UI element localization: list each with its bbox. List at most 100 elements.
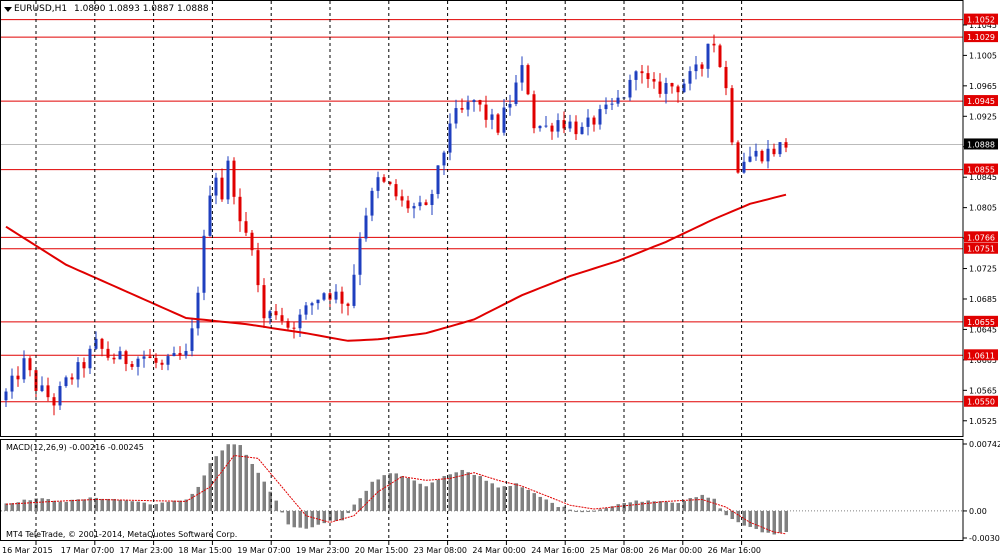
- candle-body: [766, 148, 770, 162]
- macd-histogram-bar: [406, 478, 410, 511]
- macd-histogram-bar: [304, 510, 308, 529]
- candle: [508, 94, 512, 116]
- candle-body: [232, 160, 236, 197]
- time-tick-label: 17 Mar 07:00: [61, 546, 114, 555]
- candle-body: [64, 377, 68, 387]
- candle: [442, 150, 446, 175]
- candle-body: [400, 196, 404, 201]
- candle-body: [220, 177, 224, 200]
- candle-body: [268, 311, 272, 319]
- candle: [676, 84, 680, 103]
- time-tick-label: 25 Mar 08:00: [590, 546, 643, 555]
- candle: [448, 113, 452, 161]
- candle: [286, 318, 290, 332]
- symbol-dropdown-icon[interactable]: [4, 7, 12, 12]
- candle: [604, 97, 608, 115]
- candle: [772, 143, 776, 157]
- macd-histogram-bar: [658, 501, 662, 511]
- candle-body: [712, 43, 716, 46]
- macd-histogram-bar: [16, 502, 20, 511]
- macd-histogram-bar: [172, 500, 176, 511]
- candle: [754, 143, 758, 161]
- macd-histogram-bar: [388, 473, 392, 511]
- candle: [46, 377, 50, 402]
- candle: [154, 353, 158, 369]
- macd-histogram-bar: [616, 504, 620, 511]
- candle: [496, 113, 500, 136]
- candle: [190, 317, 194, 357]
- candle: [736, 140, 740, 174]
- macd-histogram-bar: [688, 498, 692, 511]
- macd-histogram-bar: [544, 499, 548, 511]
- candle: [562, 111, 566, 134]
- macd-histogram-bar: [598, 509, 602, 511]
- moving-average-line: [5, 193, 787, 342]
- candle: [406, 195, 410, 213]
- candle-body: [502, 107, 506, 133]
- macd-histogram-bar: [130, 501, 134, 511]
- candle: [88, 345, 92, 374]
- macd-histogram-bar: [220, 450, 224, 511]
- candle-body: [634, 71, 638, 80]
- macd-histogram-bar: [280, 510, 284, 513]
- candle: [526, 63, 530, 96]
- macd-histogram-bar: [124, 500, 128, 511]
- candle: [340, 286, 344, 314]
- candle: [214, 172, 218, 205]
- candle: [262, 278, 266, 328]
- candle-body: [358, 238, 362, 275]
- level-price-tag: [964, 242, 998, 254]
- macd-histogram-bar: [250, 463, 254, 511]
- candle: [628, 74, 632, 101]
- candle: [712, 34, 716, 53]
- price-tick-label: 1.0925: [969, 112, 997, 121]
- macd-histogram-bar: [382, 475, 386, 511]
- macd-histogram-bar: [376, 479, 380, 511]
- macd-histogram-bar: [502, 486, 506, 511]
- candle-body: [184, 350, 188, 356]
- candle-body: [82, 362, 86, 369]
- macd-pane: [1, 444, 963, 535]
- candle: [520, 56, 524, 91]
- candle: [250, 230, 254, 256]
- macd-histogram-bar: [364, 490, 368, 511]
- macd-histogram-bar: [676, 503, 680, 511]
- price-tick-label: 1.0805: [969, 204, 997, 213]
- candle-body: [496, 114, 500, 133]
- candle: [10, 368, 14, 399]
- candle: [532, 90, 536, 134]
- macd-histogram-bar: [694, 497, 698, 511]
- candle: [640, 65, 644, 84]
- candle: [178, 346, 182, 360]
- candle: [184, 343, 188, 359]
- macd-histogram-bar: [748, 510, 752, 527]
- macd-histogram-bar: [52, 500, 56, 511]
- macd-histogram-bar: [352, 504, 356, 511]
- time-tick-label: 17 Mar 23:00: [120, 546, 173, 555]
- macd-histogram-bar: [484, 480, 488, 511]
- macd-histogram-bar: [448, 474, 452, 511]
- macd-histogram-bar: [40, 498, 44, 511]
- candle-body: [652, 79, 656, 82]
- candle: [412, 202, 416, 219]
- candle: [784, 138, 788, 153]
- candle: [382, 174, 386, 184]
- candle: [160, 359, 164, 370]
- macd-histogram-bar: [496, 487, 500, 511]
- level-price-tag: [964, 395, 998, 407]
- candle: [292, 321, 296, 339]
- candle-body: [370, 190, 374, 216]
- candle: [460, 98, 464, 113]
- candle: [70, 373, 74, 385]
- macd-tick-label: 0.00742: [969, 440, 1000, 449]
- macd-histogram-bar: [682, 500, 686, 511]
- macd-histogram-bar: [634, 500, 638, 511]
- level-price-label: 1.0945: [967, 97, 995, 106]
- candle-body: [460, 108, 464, 110]
- candle-body: [730, 88, 734, 143]
- price-tick-label: 1.0725: [969, 265, 997, 274]
- level-price-label: 1.0855: [967, 166, 995, 175]
- copyright-label: MT4 TeleTrade, © 2001-2014, MetaQuotes S…: [6, 530, 238, 539]
- candle-body: [418, 202, 422, 207]
